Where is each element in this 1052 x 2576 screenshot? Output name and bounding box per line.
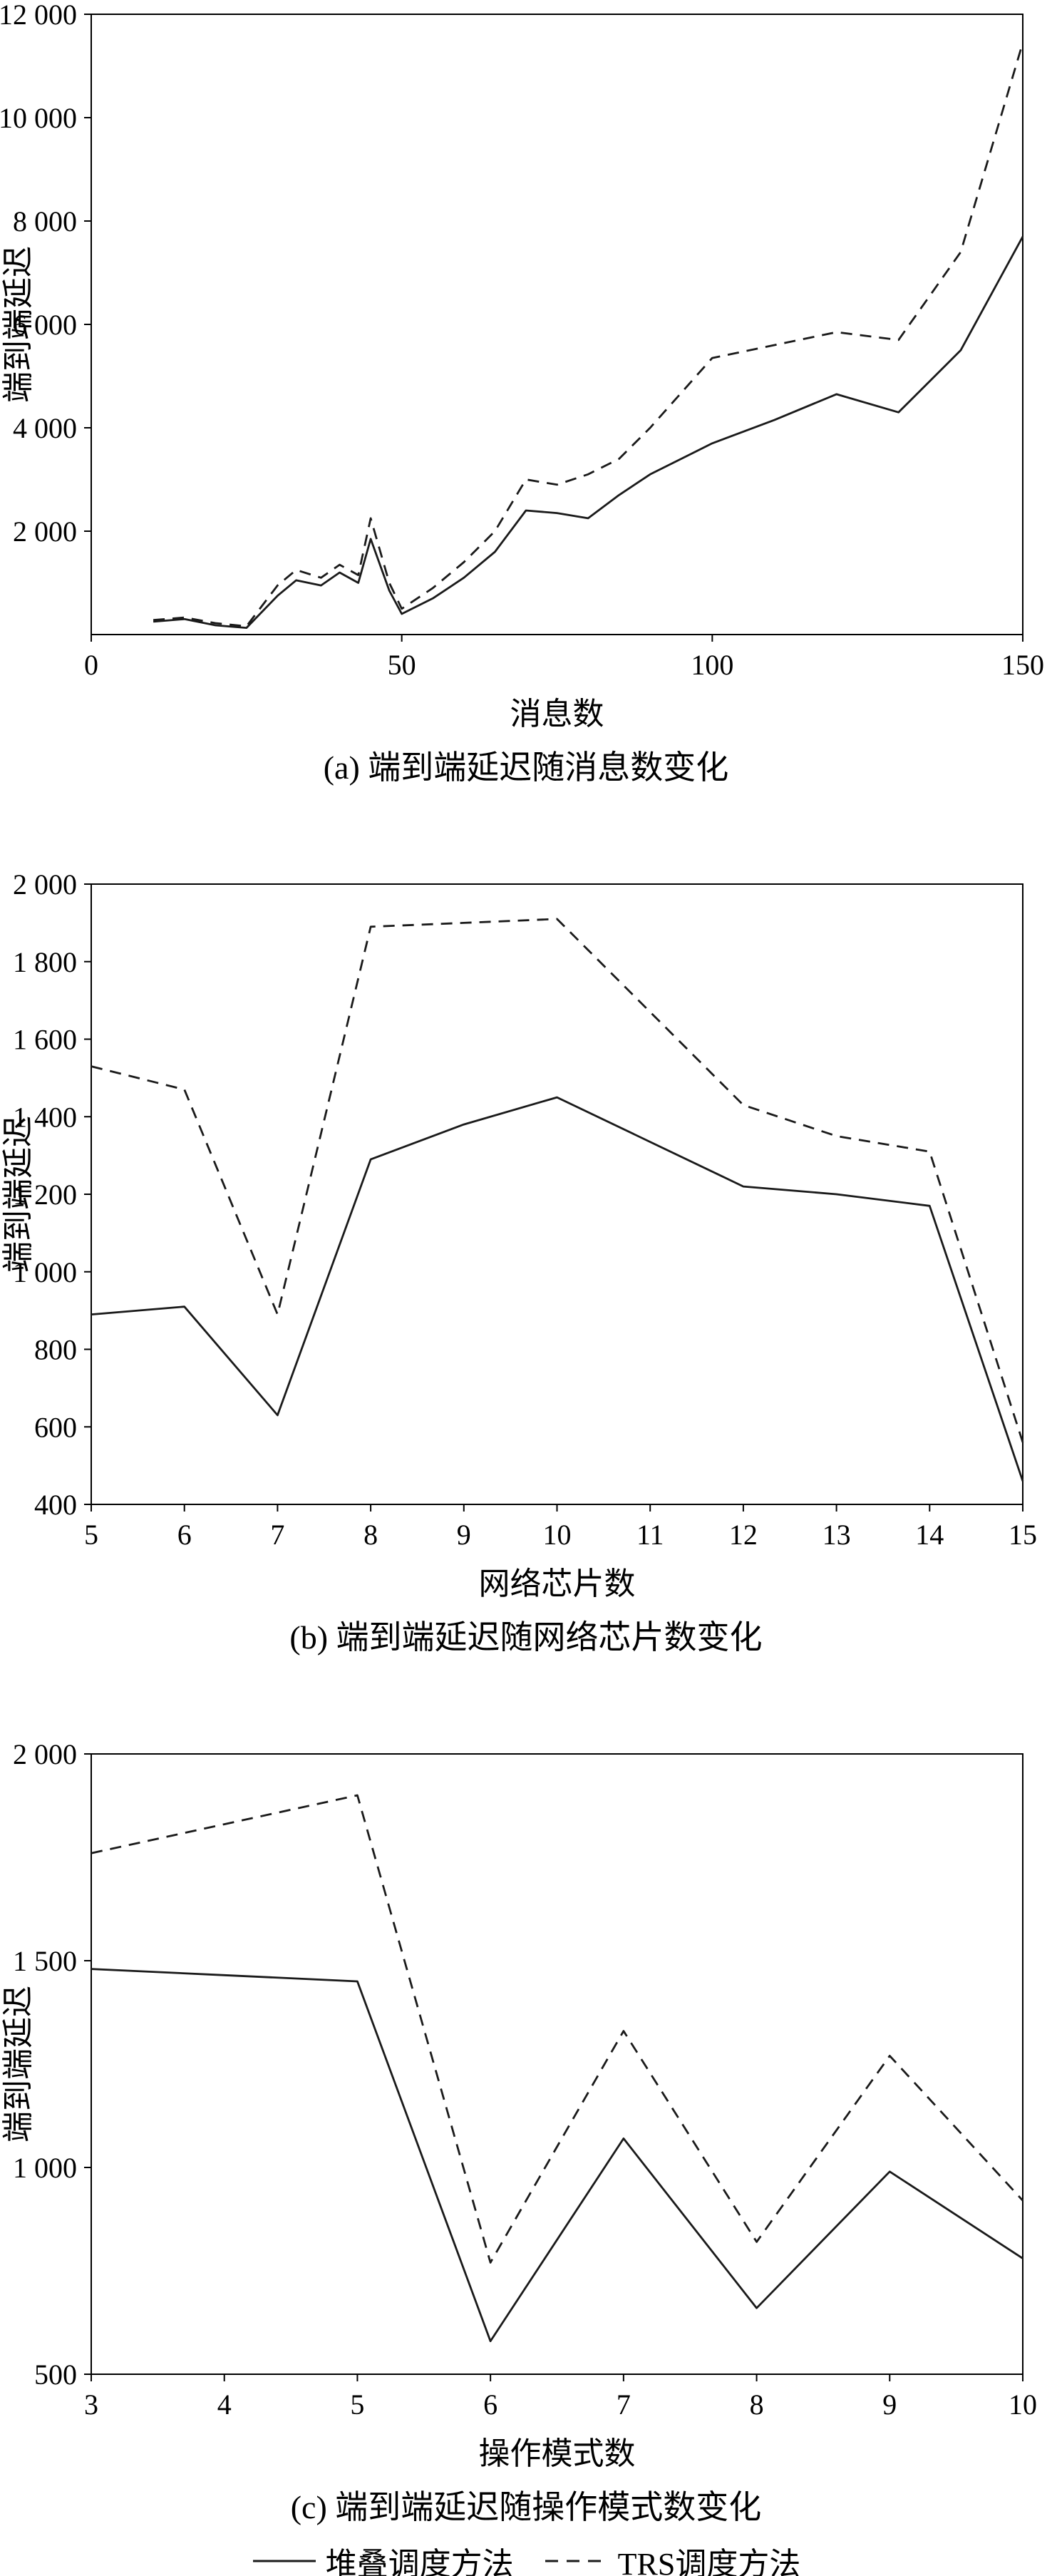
y-tick-label: 1 400 (13, 1101, 77, 1133)
x-axis-label: 操作模式数 (479, 2436, 636, 2471)
x-tick-label: 4 (217, 2388, 232, 2421)
x-tick-label: 13 (822, 1519, 851, 1551)
x-tick-label: 6 (483, 2388, 497, 2421)
y-tick-label: 800 (34, 1334, 77, 1366)
legend-item-dashed: TRS调度方法 (544, 2538, 801, 2576)
chart-a-block: 2 000 4 000 6 000 8 000 10 000 12 000 0 50 100 15… (0, 1, 1052, 789)
x-tick-label: 7 (270, 1519, 284, 1551)
series-line-solid (91, 1968, 1023, 2342)
chart-b-block: 400 600 800 1 000 1 200 1 400 1 600 1 800 2 000 5… (0, 871, 1052, 1658)
x-tick-label: 10 (1009, 2388, 1037, 2421)
y-axis-label: 端到端延迟 (1, 246, 36, 403)
y-tick-label: 2 000 (13, 515, 77, 548)
y-tick-label: 1 000 (13, 1256, 77, 1288)
series-line-solid (153, 236, 1024, 629)
series-line-dashed (91, 1794, 1024, 2264)
x-tick-label: 5 (84, 1519, 98, 1551)
legend-label-dashed: TRS调度方法 (617, 2547, 801, 2576)
x-tick-label: 11 (636, 1519, 664, 1551)
plot-frame (91, 14, 1023, 635)
y-tick-label: 1 200 (13, 1179, 77, 1211)
series-line-solid (91, 1096, 1024, 1482)
x-tick-label: 8 (750, 2388, 764, 2421)
legend-item-solid: 堆叠调度方法 (252, 2538, 514, 2576)
chart-a-plot: 2 000 4 000 6 000 8 000 10 000 12 000 0 50 100 15… (0, 1, 1044, 732)
dashed-line-sample-icon (545, 2560, 608, 2562)
x-tick-label: 7 (617, 2388, 631, 2421)
series-line-dashed (153, 42, 1024, 627)
chart-b-caption: (b) 端到端延迟随网络芯片数变化 (289, 1619, 763, 1656)
chart-b-plot: 400 600 800 1 000 1 200 1 400 1 600 1 800 2 000 5… (1, 871, 1037, 1601)
x-tick-label: 6 (177, 1519, 192, 1551)
y-axis-label: 端到端延迟 (1, 1116, 36, 1273)
chart-a-caption: (a) 端到端延迟随消息数变化 (323, 749, 729, 786)
y-tick-label: 10 000 (0, 102, 77, 134)
legend: 堆叠调度方法 TRS调度方法 (0, 2538, 1052, 2576)
x-axis-label: 消息数 (510, 697, 604, 732)
y-tick-label: 4 000 (13, 412, 77, 444)
x-tick-label: 12 (729, 1519, 758, 1551)
y-tick-label: 12 000 (0, 1, 77, 31)
chart-c-block: 500 1 000 1 500 2 000 3 4 5 6 7 8 9 10 端到端延迟操作模式数 (c… (0, 1741, 1052, 2528)
x-axis-label: 网络芯片数 (479, 1566, 636, 1601)
series-line-dashed (91, 918, 1024, 1443)
y-axis-label: 端到端延迟 (1, 1986, 36, 2143)
y-tick-label: 6 000 (13, 309, 77, 341)
y-tick-label: 400 (34, 1489, 77, 1521)
legend-label-solid: 堆叠调度方法 (325, 2547, 514, 2576)
y-tick-label: 1 500 (13, 1945, 77, 1977)
x-tick-label: 15 (1009, 1519, 1037, 1551)
y-tick-label: 2 000 (13, 1741, 77, 1770)
solid-line-sample-icon (252, 2560, 316, 2562)
y-tick-label: 600 (34, 1411, 77, 1443)
y-tick-label: 1 800 (13, 946, 77, 978)
plot-frame (91, 883, 1023, 1505)
x-tick-label: 9 (882, 2388, 897, 2421)
y-tick-label: 1 000 (13, 2152, 77, 2184)
x-tick-label: 9 (457, 1519, 471, 1551)
x-tick-label: 50 (388, 649, 416, 681)
y-tick-label: 8 000 (13, 205, 77, 237)
x-tick-label: 5 (350, 2388, 364, 2421)
x-tick-label: 0 (84, 649, 98, 681)
x-tick-label: 14 (915, 1519, 944, 1551)
chart-c-caption: (c) 端到端延迟随操作模式数变化 (290, 2489, 762, 2525)
y-tick-label: 1 600 (13, 1024, 77, 1056)
plot-frame (91, 1753, 1023, 2375)
x-tick-label: 100 (691, 649, 733, 681)
x-tick-label: 8 (363, 1519, 378, 1551)
x-tick-label: 10 (543, 1519, 572, 1551)
y-tick-label: 2 000 (13, 871, 77, 900)
x-tick-label: 3 (84, 2388, 98, 2421)
y-tick-label: 500 (34, 2359, 77, 2391)
x-tick-label: 150 (1001, 649, 1044, 681)
